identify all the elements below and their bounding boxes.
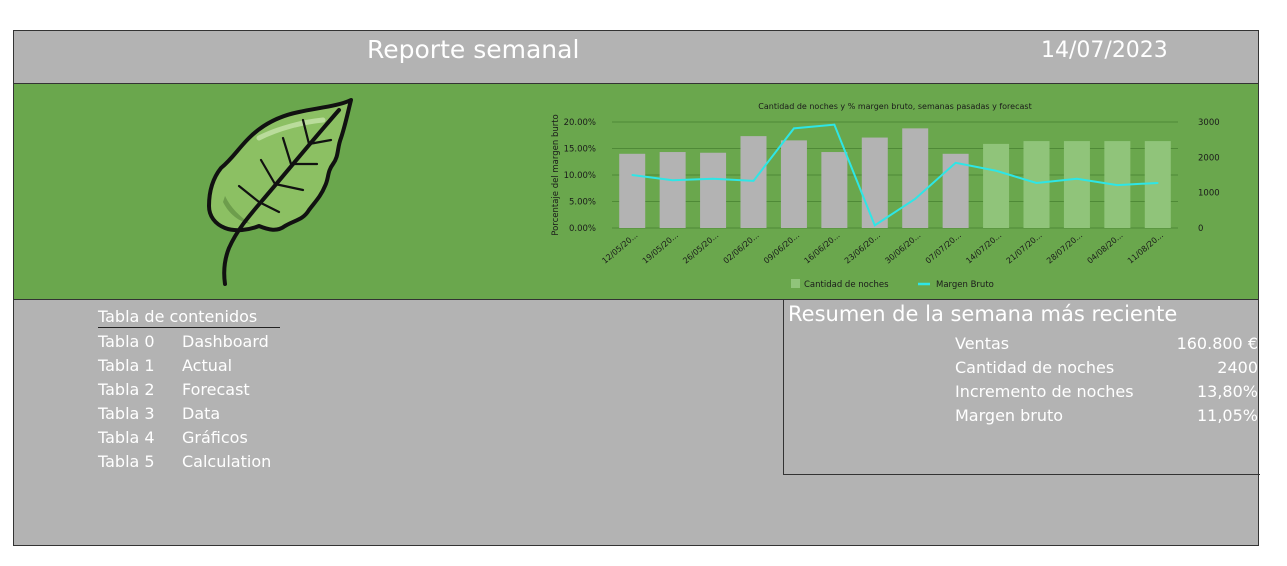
toc-item-name: Calculation bbox=[182, 452, 272, 471]
x-tick-label: 11/08/20... bbox=[1126, 231, 1165, 266]
toc-item-number: Tabla 4 bbox=[98, 428, 155, 447]
summary-title: Resumen de la semana más reciente bbox=[788, 302, 1178, 326]
right-tick-label: 2000 bbox=[1198, 153, 1220, 163]
x-tick-label: 19/05/20... bbox=[641, 231, 680, 266]
bar-11 bbox=[1063, 141, 1090, 228]
margin-line bbox=[632, 123, 1158, 227]
left-tick-label: 0.00% bbox=[569, 224, 596, 234]
x-tick-label: 04/08/20... bbox=[1085, 231, 1124, 266]
toc-item-name: Gráficos bbox=[182, 428, 248, 447]
x-tick-label: 30/06/20... bbox=[883, 231, 922, 266]
nights-margin-chart: Cantidad de noches y % margen bruto, sem… bbox=[551, 102, 1220, 290]
margin-point-11 bbox=[1076, 177, 1078, 180]
summary-label: Incremento de noches bbox=[955, 382, 1134, 401]
toc-item-number: Tabla 2 bbox=[98, 380, 155, 399]
margin-point-1 bbox=[671, 179, 674, 182]
summary-value: 13,80% bbox=[1196, 382, 1258, 401]
toc-item-5[interactable]: Tabla 5 Calculation bbox=[98, 450, 280, 474]
bar-13 bbox=[1144, 141, 1171, 228]
chart-title: Cantidad de noches y % margen bruto, sem… bbox=[758, 102, 1031, 111]
x-tick-label: 23/06/20... bbox=[843, 231, 882, 266]
margin-point-2 bbox=[712, 177, 714, 180]
bar-3 bbox=[740, 136, 767, 228]
margin-point-3 bbox=[752, 180, 755, 182]
summary-row: Incremento de noches 13,80% bbox=[955, 380, 1258, 404]
report-date: 14/07/2023 bbox=[1041, 38, 1168, 63]
margin-point-0 bbox=[631, 174, 634, 176]
summary-value: 11,05% bbox=[1196, 406, 1258, 425]
margin-point-10 bbox=[1035, 182, 1038, 184]
left-tick-label: 15.00% bbox=[564, 145, 596, 155]
bar-7 bbox=[902, 128, 929, 228]
margin-point-12 bbox=[1116, 184, 1119, 186]
x-tick-label: 09/06/20... bbox=[762, 231, 801, 266]
bar-6 bbox=[861, 137, 888, 228]
left-axis-title: Porcentaje del margen burto bbox=[551, 114, 561, 236]
toc-item-name: Data bbox=[182, 404, 221, 423]
legend-bar-swatch bbox=[791, 279, 800, 288]
toc-item-number: Tabla 1 bbox=[98, 356, 155, 375]
margin-point-8 bbox=[954, 162, 957, 164]
toc-item-4[interactable]: Tabla 4 Gráficos bbox=[98, 426, 280, 450]
toc-item-1[interactable]: Tabla 1 Actual bbox=[98, 354, 280, 378]
summary-label: Ventas bbox=[955, 334, 1010, 353]
x-tick-label: 21/07/20... bbox=[1005, 231, 1044, 266]
toc-item-name: Dashboard bbox=[182, 332, 269, 351]
right-tick-label: 1000 bbox=[1198, 189, 1220, 199]
right-tick-label: 3000 bbox=[1198, 118, 1220, 128]
bar-9 bbox=[983, 143, 1010, 228]
summary-value: 2400 bbox=[1217, 358, 1258, 377]
x-tick-label: 02/06/20... bbox=[722, 231, 761, 266]
left-tick-label: 10.00% bbox=[564, 171, 596, 181]
left-tick-label: 5.00% bbox=[569, 198, 596, 208]
left-tick-label: 20.00% bbox=[564, 118, 596, 128]
legend-line-label: Margen Bruto bbox=[936, 280, 994, 290]
bar-10 bbox=[1023, 141, 1050, 228]
weekly-summary: Resumen de la semana más reciente Ventas… bbox=[783, 300, 1260, 475]
margin-point-7 bbox=[914, 198, 917, 200]
bar-2 bbox=[700, 152, 727, 228]
report-header: Reporte semanal 14/07/2023 bbox=[14, 31, 1258, 84]
margin-point-5 bbox=[833, 123, 836, 126]
bar-0 bbox=[619, 153, 646, 228]
green-band: Cantidad de noches y % margen bruto, sem… bbox=[14, 84, 1258, 300]
toc-item-2[interactable]: Tabla 2 Forecast bbox=[98, 378, 280, 402]
summary-row: Margen bruto 11,05% bbox=[955, 404, 1258, 428]
bar-8 bbox=[942, 153, 969, 228]
toc-item-number: Tabla 5 bbox=[98, 452, 155, 471]
toc-item-0[interactable]: Tabla 0 Dashboard bbox=[98, 330, 280, 354]
summary-label: Margen bruto bbox=[955, 406, 1064, 425]
summary-row: Ventas 160.800 € bbox=[955, 332, 1258, 356]
toc-title: Tabla de contenidos bbox=[98, 307, 280, 328]
x-tick-label: 26/05/20... bbox=[681, 231, 720, 266]
margin-point-4 bbox=[793, 127, 795, 130]
x-tick-label: 12/05/20... bbox=[600, 231, 639, 266]
margin-point-9 bbox=[995, 169, 997, 172]
summary-row: Cantidad de noches 2400 bbox=[955, 356, 1258, 380]
bar-5 bbox=[821, 152, 848, 228]
toc-list: Tabla 0 Dashboard Tabla 1 Actual Tabla 2 Fore… bbox=[98, 330, 280, 474]
toc-item-number: Tabla 0 bbox=[98, 332, 155, 351]
toc-item-name: Actual bbox=[182, 356, 233, 375]
x-tick-label: 28/07/20... bbox=[1045, 231, 1084, 266]
legend-bar-label: Cantidad de noches bbox=[804, 280, 889, 290]
toc-item-3[interactable]: Tabla 3 Data bbox=[98, 402, 280, 426]
bar-4 bbox=[780, 140, 807, 228]
report-title: Reporte semanal bbox=[367, 35, 580, 64]
leaf-icon bbox=[207, 98, 353, 286]
bar-1 bbox=[659, 152, 686, 228]
margin-point-13 bbox=[1156, 182, 1159, 184]
summary-value: 160.800 € bbox=[1176, 334, 1258, 353]
margin-point-6 bbox=[873, 224, 876, 227]
toc-item-name: Forecast bbox=[182, 380, 250, 399]
x-tick-label: 07/07/20... bbox=[924, 231, 963, 266]
x-tick-label: 16/06/20... bbox=[802, 231, 841, 266]
report-frame: Reporte semanal 14/07/2023 Cantidad de n… bbox=[13, 30, 1260, 546]
right-tick-label: 0 bbox=[1198, 224, 1203, 234]
x-tick-label: 14/07/20... bbox=[964, 231, 1003, 266]
summary-label: Cantidad de noches bbox=[955, 358, 1115, 377]
table-of-contents: Tabla de contenidos Tabla 0 Dashboard Tabl… bbox=[98, 307, 280, 474]
toc-item-number: Tabla 3 bbox=[98, 404, 155, 423]
